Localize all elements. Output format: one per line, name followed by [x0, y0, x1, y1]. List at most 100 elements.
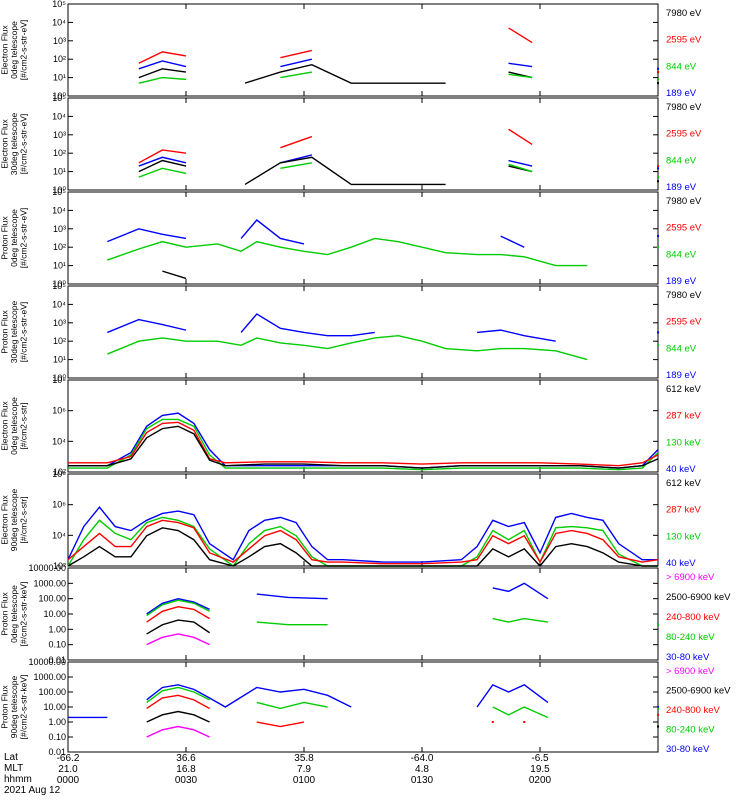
y-tick-label: 10⁰	[52, 373, 66, 383]
legend-entry: 40 keV	[666, 464, 696, 475]
y-axis-label-line: Electron Flux	[0, 24, 10, 74]
y-axis-label: TEDProton Flux0deg telescope[#/cm2-s-str…	[0, 208, 29, 268]
x-tick-label: 36.6	[176, 753, 196, 764]
y-tick-label: 10⁵	[52, 0, 66, 9]
y-tick-label: 10³	[53, 130, 66, 140]
legend-entry: 2595 eV	[666, 35, 702, 46]
legend-entry: 2500-6900 keV	[666, 592, 731, 603]
y-axis-label: TEDProton Flux30deg telescope[#/cm2-s-st…	[0, 301, 29, 364]
panel-ted-proton-0: 10⁰ 10¹ 10² 10³ 10⁴ 10⁵ TEDProton Flux0deg tel…	[0, 187, 702, 289]
series-point-844 eV	[657, 176, 659, 179]
legend-entry: 2595 eV	[666, 317, 702, 328]
y-tick-label: 1000.00	[33, 672, 66, 682]
panel-frame	[67, 379, 659, 473]
y-tick-label: 100.00	[38, 594, 66, 604]
legend-entry: 130 keV	[666, 437, 702, 448]
legend-entry: 7980 eV	[666, 290, 702, 301]
series-line-2595 eV	[138, 51, 187, 64]
y-axis-label-line: [#/cm2-s-str-eV]	[19, 20, 29, 80]
x-tick-label: 4.8	[415, 764, 429, 775]
y-tick-label: 10³	[53, 36, 66, 46]
series-point-240-800 keV	[491, 721, 494, 723]
y-axis-label-line: Electron Flux	[0, 494, 10, 544]
y-axis-label-line: [#/cm2-s-str]	[19, 402, 29, 449]
y-tick-label: 10¹	[53, 73, 66, 83]
series-line-240-800 keV	[256, 721, 305, 728]
y-axis-label: MEPEDProton Flux0deg telescope[#/cm2-s-s…	[0, 582, 29, 647]
x-tick-label: 0200	[529, 775, 552, 786]
y-tick-label: 0.10	[48, 732, 66, 742]
panel-frame	[67, 567, 659, 661]
series-line-189 eV	[107, 228, 187, 243]
series-point-7980 eV	[657, 180, 659, 183]
y-axis-label: MEPEDElectron Flux0deg telescope[#/cm2-s…	[0, 397, 29, 455]
legend-entry: 612 keV	[666, 478, 702, 489]
series-line-189 eV	[240, 219, 305, 245]
y-axis-label-line: Proton Flux	[0, 216, 10, 260]
series-line-80-240 keV	[492, 706, 549, 719]
x-tick-label: 0130	[411, 775, 434, 786]
y-axis-label-line: 90deg telescope	[9, 489, 19, 552]
series-line-> 6900 keV	[146, 725, 210, 738]
legend-entry: 7980 eV	[666, 8, 702, 19]
y-tick-label: 10²	[53, 467, 66, 477]
series-point-844 eV	[657, 246, 659, 249]
y-tick-label: 10⁶	[52, 406, 66, 416]
legend-entry: 844 eV	[666, 249, 697, 260]
legend-entry: 30-80 keV	[666, 744, 710, 755]
series-line-30-80 keV	[146, 597, 210, 615]
legend-entry: 2595 eV	[666, 129, 702, 140]
series-line-2500-6900 keV	[146, 619, 210, 635]
y-axis-label-line: [#/cm2-s-str-keV]	[19, 675, 29, 740]
series-point-189 eV	[657, 67, 659, 70]
y-axis-label-line: [#/cm2-s-str-eV]	[19, 302, 29, 362]
y-axis-label: MEPEDElectron Flux90deg telescope[#/cm2-…	[0, 489, 29, 552]
series-line-844 eV	[280, 71, 312, 79]
y-axis-label: MEPEDProton Flux90deg telescope[#/cm2-s-…	[0, 675, 29, 740]
y-tick-label: 10.00	[43, 702, 66, 712]
series-line-844 eV	[280, 162, 312, 170]
y-axis-label-line: [#/cm2-s-str-keV]	[19, 582, 29, 647]
series-point-189 eV	[657, 331, 659, 334]
x-axis-row-labels: Lat MLT hhmm 2021 Aug 12	[4, 752, 64, 796]
series-line-40 keV	[68, 412, 659, 469]
y-tick-label: 10⁰	[52, 185, 66, 195]
panel-frame	[67, 97, 659, 191]
y-tick-label: 10²	[53, 561, 66, 571]
series-line-30-80 keV	[492, 582, 549, 600]
series-line-240-800 keV	[146, 694, 210, 710]
legend-entry: 189 eV	[666, 370, 697, 381]
panel-meped-electron-90: 10² 10⁴ 10⁶ 10⁸ MEPEDElectron Flux90deg tele…	[0, 469, 702, 571]
y-tick-label: 10³	[53, 224, 66, 234]
x-tick-label: 35.8	[294, 753, 314, 764]
series-point-189 eV	[657, 167, 659, 170]
legend-entry: 2595 eV	[666, 223, 702, 234]
date-label: 2021 Aug 12	[4, 785, 61, 796]
y-axis-label: TEDElectron Flux0deg telescope[#/cm2-s-s…	[0, 20, 29, 80]
series-line-844 eV	[138, 76, 187, 84]
x-tick-label: 7.9	[297, 764, 311, 775]
series-line-844 eV	[508, 73, 533, 79]
x-tick-label: 21.0	[58, 764, 78, 775]
x-tick-label: 0030	[175, 775, 198, 786]
y-tick-label: 10³	[53, 318, 66, 328]
y-axis-label-line: Electron Flux	[0, 400, 10, 450]
series-line-80-240 keV	[492, 617, 548, 623]
y-tick-label: 100.00	[38, 687, 66, 697]
series-line-189 eV	[138, 60, 187, 70]
legend-entry: 80-240 keV	[666, 725, 715, 736]
series-line-287 keV	[68, 421, 659, 467]
series-point-80-240 keV	[657, 623, 659, 626]
legend-entry: 844 eV	[666, 343, 697, 354]
series-line-844 eV	[107, 334, 588, 361]
series-line-189 eV	[240, 313, 375, 337]
series-line-2500-6900 keV	[146, 710, 210, 723]
y-tick-label: 10⁰	[52, 91, 66, 101]
y-axis-label-line: 0deg telescope	[9, 21, 19, 79]
y-tick-label: 10.00	[43, 609, 66, 619]
series-line-189 eV	[107, 318, 187, 334]
series-line-40 keV	[67, 506, 658, 563]
series-line-2595 eV	[508, 128, 533, 146]
y-tick-label: 10¹	[53, 355, 66, 365]
series-line-612 keV	[68, 425, 659, 469]
